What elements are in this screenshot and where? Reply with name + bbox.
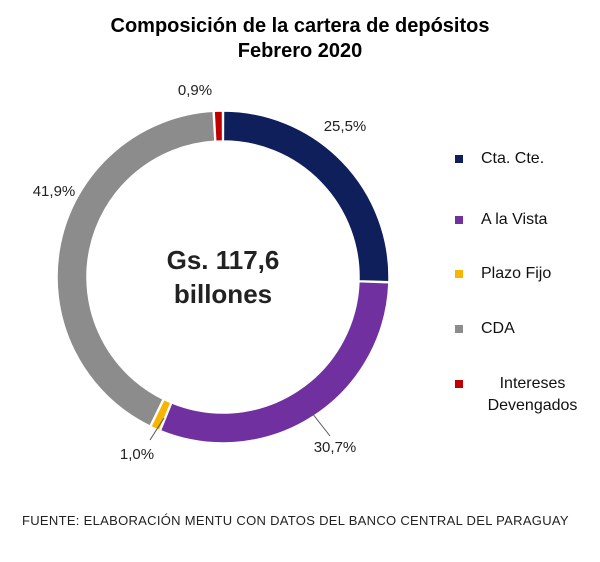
center-label-unit: billones	[174, 279, 272, 309]
legend-swatch-a-la-vista	[455, 216, 463, 224]
data-label-plazo-fijo: 1,0%	[120, 446, 154, 463]
data-label-cda: 41,9%	[33, 183, 76, 200]
legend-label-a-la-vista: A la Vista	[481, 211, 548, 228]
leader-line	[311, 412, 331, 437]
donut-slice-cta-cte-	[222, 110, 390, 283]
legend-swatch-intereses-devengados	[455, 380, 463, 388]
legend-label-intereses-devengados: Intereses Devengados	[487, 375, 578, 414]
legend-swatch-cda	[455, 325, 463, 333]
chart-title: Composición de la cartera de depósitos F…	[0, 14, 600, 64]
donut-slice-a-la-vista	[159, 280, 390, 444]
chart-subtitle: Febrero 2020	[237, 40, 363, 62]
legend-swatch-cta-cte	[455, 155, 463, 163]
legend-swatch-plazo-fijo	[455, 270, 463, 278]
donut-slice-cda	[56, 110, 216, 428]
data-label-intereses-devengados: 0,9%	[178, 82, 212, 99]
data-label-a-la-vista: 30,7%	[314, 439, 357, 456]
center-label-amount: Gs. 117,6	[167, 245, 280, 275]
chart-title-line: Composición de la cartera de depósitos	[110, 15, 490, 37]
legend-label-cda: CDA	[481, 320, 515, 337]
leader-line	[149, 417, 165, 441]
legend-label-plazo-fijo: Plazo Fijo	[481, 265, 552, 282]
data-label-cta-cte-: 25,5%	[324, 118, 367, 135]
source-note: FUENTE: Elaboración MENTU con datos del …	[22, 513, 569, 528]
donut-slice-intereses-devengados	[213, 110, 224, 142]
legend-label-cta-cte: Cta. Cte.	[481, 150, 545, 167]
